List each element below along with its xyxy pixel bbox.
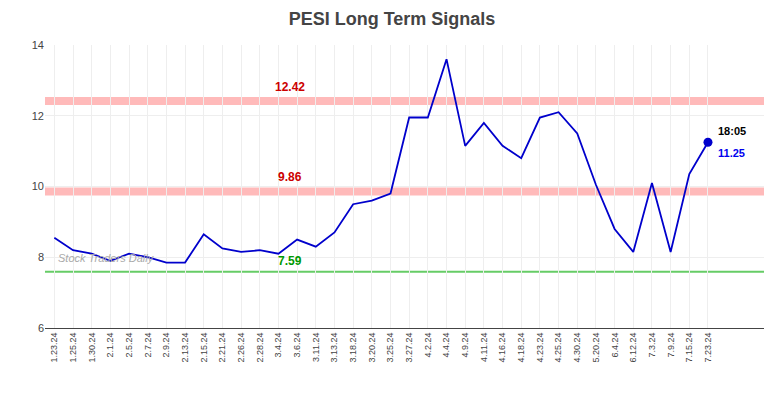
svg-text:3.25.24: 3.25.24: [385, 333, 395, 363]
svg-text:7.59: 7.59: [278, 254, 302, 268]
svg-text:4.23.24: 4.23.24: [535, 333, 545, 363]
svg-text:3.27.24: 3.27.24: [404, 333, 414, 363]
svg-text:1.23.24: 1.23.24: [49, 333, 59, 363]
svg-text:1.25.24: 1.25.24: [68, 333, 78, 363]
svg-text:6.12.24: 6.12.24: [628, 333, 638, 363]
svg-text:4.30.24: 4.30.24: [572, 333, 582, 363]
svg-text:11.25: 11.25: [718, 147, 745, 159]
svg-text:2.21.24: 2.21.24: [217, 333, 227, 363]
svg-text:4.18.24: 4.18.24: [516, 333, 526, 363]
svg-text:5.20.24: 5.20.24: [591, 333, 601, 363]
svg-text:2.26.24: 2.26.24: [236, 333, 246, 363]
svg-text:Stock Traders Daily: Stock Traders Daily: [58, 252, 155, 264]
svg-text:3.18.24: 3.18.24: [348, 333, 358, 363]
svg-text:7.9.24: 7.9.24: [666, 333, 676, 358]
svg-text:3.20.24: 3.20.24: [367, 333, 377, 363]
svg-text:8: 8: [38, 251, 44, 263]
svg-text:4.2.24: 4.2.24: [423, 333, 433, 358]
svg-text:7.23.24: 7.23.24: [703, 333, 713, 363]
svg-text:4.25.24: 4.25.24: [553, 333, 563, 363]
svg-text:PESI Long Term Signals: PESI Long Term Signals: [289, 9, 496, 29]
svg-text:6.4.24: 6.4.24: [610, 333, 620, 358]
svg-text:2.1.24: 2.1.24: [105, 333, 115, 358]
svg-text:12.42: 12.42: [275, 80, 305, 94]
svg-text:3.6.24: 3.6.24: [292, 333, 302, 358]
svg-text:10: 10: [32, 180, 44, 192]
svg-text:2.9.24: 2.9.24: [161, 333, 171, 358]
svg-text:9.86: 9.86: [278, 170, 302, 184]
svg-text:3.13.24: 3.13.24: [329, 333, 339, 363]
svg-text:14: 14: [32, 39, 44, 51]
svg-text:2.5.24: 2.5.24: [124, 333, 134, 358]
svg-text:2.7.24: 2.7.24: [143, 333, 153, 358]
svg-text:4.4.24: 4.4.24: [441, 333, 451, 358]
svg-text:2.13.24: 2.13.24: [180, 333, 190, 363]
svg-text:18:05: 18:05: [718, 125, 746, 137]
svg-text:7.3.24: 7.3.24: [647, 333, 657, 358]
svg-text:6: 6: [38, 322, 44, 334]
svg-text:7.15.24: 7.15.24: [684, 333, 694, 363]
svg-text:1.30.24: 1.30.24: [87, 333, 97, 363]
svg-text:3.11.24: 3.11.24: [311, 333, 321, 362]
svg-text:2.28.24: 2.28.24: [255, 333, 265, 363]
svg-text:4.9.24: 4.9.24: [460, 333, 470, 358]
svg-text:4.11.24: 4.11.24: [479, 333, 489, 362]
svg-text:4.16.24: 4.16.24: [497, 333, 507, 363]
svg-text:2.15.24: 2.15.24: [199, 333, 209, 363]
svg-text:3.4.24: 3.4.24: [273, 333, 283, 358]
svg-text:12: 12: [32, 110, 44, 122]
